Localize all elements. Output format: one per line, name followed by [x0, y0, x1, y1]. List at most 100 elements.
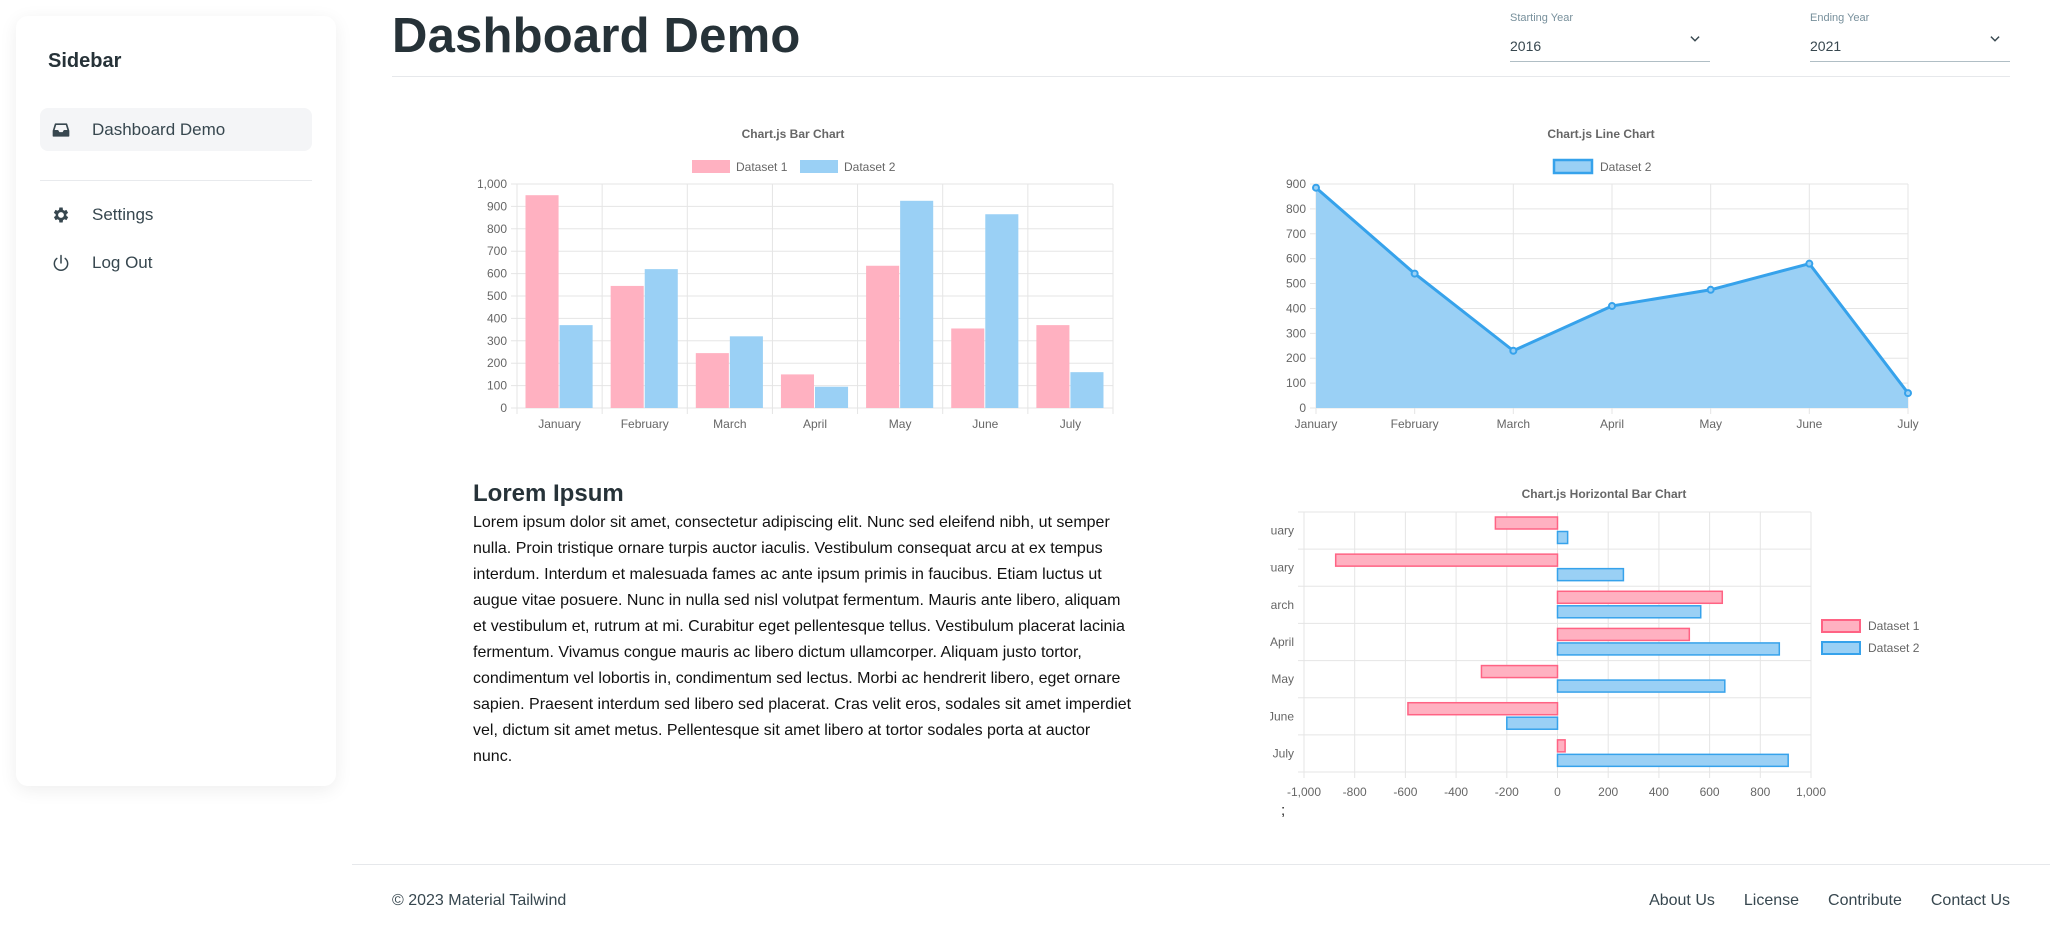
bar-april-2 — [815, 386, 849, 408]
gear-icon — [50, 204, 72, 226]
point-april — [1608, 301, 1616, 310]
sidebar-item-label: Settings — [92, 204, 154, 224]
y-tick-label: 500 — [1286, 277, 1306, 291]
y-tick-label: May — [1271, 672, 1294, 686]
starting-year-select[interactable]: Starting Year 2016 — [1510, 12, 1710, 62]
x-tick-label: July — [1897, 417, 1918, 431]
legend-label: Dataset 1 — [736, 160, 788, 174]
hbar-march-2 — [1556, 605, 1702, 619]
bar-march-2 — [729, 336, 763, 408]
legend-label: Dataset 1 — [1868, 619, 1920, 633]
bar-march-1 — [695, 353, 729, 408]
sidebar-item-dashboard-demo[interactable]: Dashboard Demo — [40, 108, 312, 151]
x-tick-label: January — [538, 417, 581, 431]
hbar-june-1 — [1407, 701, 1559, 716]
bar-may-2 — [900, 200, 934, 408]
bar-july-1 — [1036, 325, 1070, 408]
hbar-june-2 — [1506, 716, 1559, 730]
hbar-march-1 — [1556, 590, 1724, 605]
y-tick-label: 400 — [487, 311, 507, 325]
legend-swatch-1 — [1552, 158, 1594, 175]
starting-year-label: Starting Year — [1510, 12, 1573, 24]
x-tick-label: -400 — [1444, 785, 1468, 799]
y-tick-label: January — [1270, 524, 1294, 538]
ending-year-value: 2021 — [1810, 36, 2010, 62]
sidebar-item-log-out[interactable]: Log Out — [40, 241, 312, 284]
y-tick-label: February — [1270, 561, 1294, 575]
x-tick-label: May — [889, 417, 912, 431]
y-tick-label: 900 — [1286, 177, 1306, 191]
hbar-april-2 — [1556, 642, 1781, 656]
chevron-down-icon — [1688, 32, 1702, 51]
x-tick-label: -1,000 — [1287, 785, 1321, 799]
legend-swatch-2 — [800, 160, 838, 173]
hbar-february-2 — [1556, 567, 1625, 582]
stray-text: ; — [1281, 802, 1286, 819]
footer-link-about-us[interactable]: About Us — [1649, 892, 1715, 909]
legend-label: Dataset 2 — [1868, 641, 1920, 655]
chevron-down-icon — [1988, 32, 2002, 51]
x-tick-label: -800 — [1343, 785, 1367, 799]
y-tick-label: 700 — [1286, 227, 1306, 241]
legend-label: Dataset 2 — [1600, 160, 1652, 174]
footer-divider — [352, 864, 2050, 865]
hbar-february-1 — [1334, 553, 1559, 567]
sidebar-item-label: Dashboard Demo — [92, 119, 226, 139]
y-tick-label: 200 — [487, 356, 507, 370]
x-tick-label: February — [1391, 417, 1439, 431]
y-tick-label: 500 — [487, 289, 507, 303]
y-tick-label: 100 — [1286, 376, 1306, 390]
x-tick-label: May — [1699, 417, 1722, 431]
y-tick-label: April — [1270, 635, 1294, 649]
footer-link-contact-us[interactable]: Contact Us — [1930, 892, 2010, 909]
x-tick-label: June — [1796, 417, 1822, 431]
bar-may-1 — [866, 265, 900, 408]
footer-link-license[interactable]: License — [1743, 892, 1800, 909]
x-tick-label: June — [972, 417, 998, 431]
hbar-july-1 — [1556, 739, 1566, 753]
article-heading: Lorem Ipsum — [473, 480, 624, 507]
area-fill — [1316, 187, 1908, 408]
legend-swatch-2 — [1821, 641, 1861, 655]
hbar-january-2 — [1556, 530, 1569, 545]
y-tick-label: March — [1270, 598, 1294, 612]
x-tick-label: January — [1295, 417, 1338, 431]
point-january — [1312, 183, 1320, 192]
line-chart: Dataset 2 0 100 200 300 400 500 600 700 800 900 Jan… — [1286, 158, 1919, 431]
y-tick-label: 300 — [487, 334, 507, 348]
y-tick-label: 800 — [1286, 202, 1306, 216]
ending-year-label: Ending Year — [1810, 12, 1870, 24]
x-tick-label: April — [1600, 417, 1624, 431]
x-tick-label: 400 — [1649, 785, 1669, 799]
y-tick-label: 1,000 — [477, 177, 507, 191]
y-tick-label: June — [1270, 709, 1294, 723]
x-tick-label: March — [713, 417, 746, 431]
y-tick-label: 0 — [1299, 401, 1306, 415]
footer-link-contribute[interactable]: Contribute — [1828, 892, 1902, 909]
legend-swatch-1 — [1821, 619, 1861, 633]
point-march — [1509, 346, 1518, 355]
y-tick-label: 600 — [1286, 252, 1306, 266]
legend-swatch-1 — [692, 160, 730, 173]
bar-february-2 — [644, 269, 678, 408]
x-tick-label: 200 — [1598, 785, 1618, 799]
sidebar-title: Sidebar — [48, 50, 122, 72]
bar-april-1 — [780, 374, 814, 408]
ending-year-select[interactable]: Ending Year 2021 — [1810, 12, 2010, 62]
sidebar-item-settings[interactable]: Settings — [40, 193, 312, 236]
hbar-chart-title: Chart.js Horizontal Bar Chart — [1521, 487, 1687, 501]
bar-june-2 — [985, 214, 1019, 408]
hbar-april-1 — [1556, 627, 1691, 642]
line-chart-title: Chart.js Line Chart — [1547, 127, 1655, 141]
y-tick-label: 100 — [487, 379, 507, 393]
bar-july-2 — [1070, 372, 1104, 408]
x-tick-label: -200 — [1495, 785, 1519, 799]
point-june — [1805, 259, 1814, 268]
y-tick-label: 400 — [1286, 301, 1306, 315]
sidebar-item-label: Log Out — [92, 252, 153, 272]
bar-june-1 — [951, 328, 985, 408]
bar-january-1 — [525, 195, 559, 408]
hbar-may-1 — [1480, 664, 1559, 679]
hbar-january-1 — [1494, 516, 1559, 530]
x-tick-label: February — [621, 417, 669, 431]
